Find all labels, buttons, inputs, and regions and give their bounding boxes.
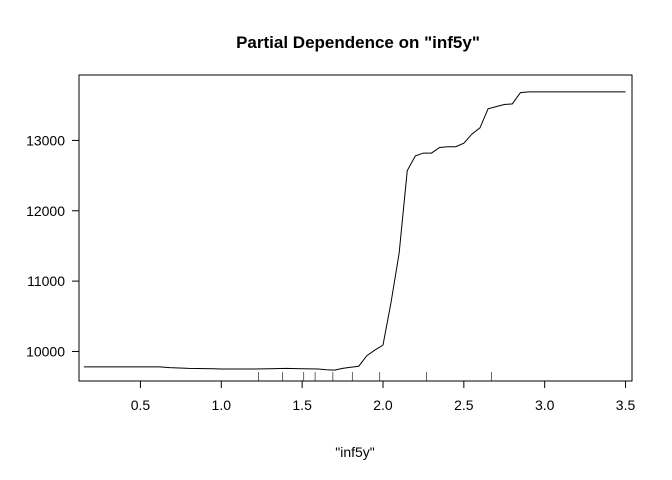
x-tick-label: 0.5	[131, 397, 151, 413]
y-tick-label: 13000	[26, 132, 65, 148]
x-tick-label: 1.5	[292, 397, 312, 413]
y-tick-label: 11000	[27, 273, 65, 289]
y-tick-label: 10000	[26, 343, 65, 359]
x-tick-label: 2.5	[454, 397, 474, 413]
y-axis: 10000 11000 12000 13000	[26, 132, 79, 359]
y-tick-label: 12000	[26, 203, 65, 219]
x-tick-label: 3.0	[535, 397, 555, 413]
x-tick-label: 3.5	[616, 397, 636, 413]
plot-frame	[78, 74, 633, 382]
x-axis-label: "inf5y"	[335, 444, 375, 460]
partial-dependence-line	[83, 91, 626, 371]
x-axis: 0.5 1.0 1.5 2.0 2.5 3.0 3.5	[131, 381, 636, 413]
chart-title: Partial Dependence on "inf5y"	[236, 33, 480, 52]
x-tick-label: 1.0	[212, 397, 232, 413]
rug-marks	[258, 372, 492, 381]
x-tick-label: 2.0	[373, 397, 393, 413]
